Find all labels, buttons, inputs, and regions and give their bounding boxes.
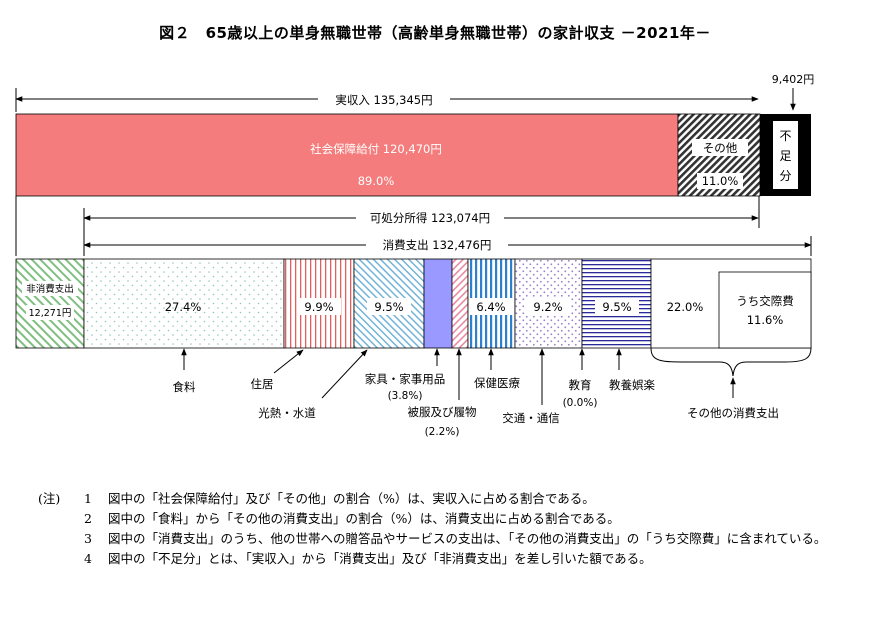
recreation-label: 教養娯楽 [609, 378, 655, 392]
note-number: 4 [84, 551, 92, 566]
svg-text:不: 不 [779, 129, 791, 143]
social-security-label: 社会保障給付 120,470円 [310, 142, 442, 156]
utilities-callout [321, 349, 368, 399]
expense-clothing [451, 258, 469, 349]
housing-label: 住居 [251, 377, 274, 391]
entertainment-pct: 11.6% [747, 313, 784, 327]
note-text: 図中の「消費支出」のうち、他の世帯への贈答品やサービスの支出は、「その他の消費支… [108, 531, 827, 546]
expense-food [83, 258, 285, 349]
note-item: 2 図中の「食料」から「その他の消費支出」の割合（%）は、消費支出に占める割合で… [38, 509, 848, 529]
utilities-label: 光熱・水道 [258, 406, 316, 420]
expense-furniture [423, 258, 453, 349]
note-item: 3 図中の「消費支出」のうち、他の世帯への贈答品やサービスの支出は、「その他の消… [38, 529, 848, 549]
income-other-pct: 11.0% [702, 174, 739, 188]
shortfall-value-label: 9,402円 [772, 73, 815, 86]
utilities-pct: 9.5% [374, 300, 403, 314]
note-item: 4 図中の「不足分」とは、「実収入」から「消費支出」及び「非消費支出」を差し引い… [38, 549, 848, 569]
expense-utilities [353, 258, 425, 349]
other-consumption-brace [650, 347, 812, 377]
housing-callout [273, 349, 304, 374]
medical-label: 保健医療 [474, 376, 520, 390]
note-text: 図中の「不足分」とは、「実収入」から「消費支出」及び「非消費支出」を差し引いた額… [108, 551, 652, 566]
other-consumption-pct: 22.0% [667, 300, 704, 314]
transport-pct: 9.2% [533, 300, 562, 314]
other-consumption-label: その他の消費支出 [687, 406, 779, 420]
food-pct: 27.4% [165, 300, 202, 314]
notes-mark: (注) [38, 491, 61, 506]
entertainment-label: うち交際費 [736, 294, 794, 308]
expense-non-consumption [15, 258, 85, 349]
notes-section: (注) 1 図中の「社会保障給付」及び「その他」の割合（%）は、実収入に占める割… [38, 489, 848, 569]
household-budget-chart: 実収入 135,345円 9,402円 社会保障給付 120,470円 89.0… [15, 73, 815, 438]
housing-pct: 9.9% [304, 300, 333, 314]
entertainment-subsegment [718, 271, 812, 349]
chart-title: 図２ 65歳以上の単身無職世帯（高齢単身無職世帯）の家計収支 －2021年－ [159, 24, 711, 42]
note-text: 図中の「社会保障給付」及び「その他」の割合（%）は、実収入に占める割合である。 [108, 491, 595, 506]
clothing-label: 被服及び履物 [408, 405, 477, 419]
non-consumption-label: 非消費支出 [26, 283, 74, 295]
note-number: 2 [84, 511, 92, 526]
svg-text:足: 足 [779, 149, 791, 163]
education-label: 教育 [569, 378, 592, 392]
education-pct: (0.0%) [563, 397, 598, 409]
note-text: 図中の「食料」から「その他の消費支出」の割合（%）は、消費支出に占める割合である… [108, 511, 620, 526]
note-number: 1 [84, 491, 92, 506]
social-security-pct: 89.0% [358, 174, 395, 188]
income-segment-social-security [15, 113, 679, 197]
note-item: (注) 1 図中の「社会保障給付」及び「その他」の割合（%）は、実収入に占める割… [38, 489, 848, 509]
note-number: 3 [84, 531, 92, 546]
medical-pct: 6.4% [476, 300, 505, 314]
income-other-label: その他 [703, 141, 738, 155]
svg-text:分: 分 [779, 169, 791, 183]
non-consumption-value: 12,271円 [29, 308, 72, 319]
disposable-income-label: 可処分所得 123,074円 [370, 211, 490, 225]
furniture-pct: (3.8%) [388, 390, 423, 402]
income-bracket-label: 実収入 135,345円 [335, 93, 432, 107]
shortfall-label: 不 足 分 [779, 129, 791, 183]
clothing-pct: (2.2%) [425, 426, 460, 438]
food-label: 食料 [173, 380, 196, 394]
recreation-pct: 9.5% [602, 300, 631, 314]
transport-label: 交通・通信 [502, 411, 560, 425]
furniture-label: 家具・家事用品 [365, 372, 446, 386]
consumption-label: 消費支出 132,476円 [383, 238, 492, 252]
